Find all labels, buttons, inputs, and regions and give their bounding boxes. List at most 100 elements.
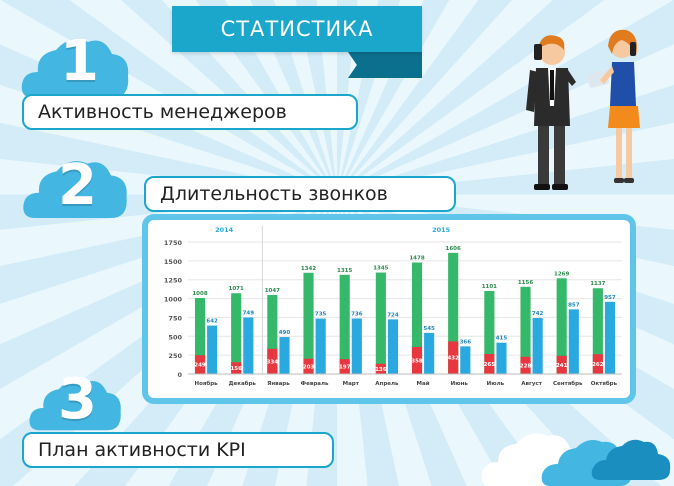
chart-frame: 0 250 500 750 1000 1250 1500 1750 2014 2015 1008 64… bbox=[142, 214, 636, 404]
x-tick-label: Январь bbox=[267, 381, 290, 387]
data-label-red: 228 bbox=[520, 363, 532, 369]
section-number: 1 bbox=[60, 29, 99, 94]
x-tick-label: Сентябрь bbox=[553, 380, 583, 387]
data-label-green: 1156 bbox=[518, 280, 533, 286]
y-tick-label: 1250 bbox=[164, 277, 183, 285]
data-label-blue: 490 bbox=[279, 330, 291, 336]
data-label-blue: 742 bbox=[532, 311, 544, 317]
x-tick-label: Июль bbox=[487, 381, 505, 387]
managers-illustration bbox=[526, 29, 640, 190]
bar-green bbox=[375, 272, 386, 374]
bar-red bbox=[448, 341, 459, 374]
data-label-green: 1606 bbox=[446, 246, 461, 252]
year-label: 2015 bbox=[432, 226, 451, 234]
bar-blue bbox=[460, 346, 471, 374]
data-label-blue: 857 bbox=[568, 302, 580, 308]
data-label-red: 197 bbox=[339, 365, 351, 371]
bar-red bbox=[592, 354, 603, 374]
y-tick-label: 250 bbox=[168, 352, 182, 360]
bar-blue bbox=[387, 319, 399, 374]
bar-green bbox=[520, 286, 531, 374]
data-label-green: 1137 bbox=[590, 281, 605, 287]
data-label-red: 334 bbox=[267, 359, 279, 365]
data-label-blue: 749 bbox=[243, 311, 255, 317]
bar-red bbox=[411, 346, 423, 374]
bar-green bbox=[194, 297, 206, 374]
data-label-red: 156 bbox=[230, 366, 242, 372]
data-label-green: 1478 bbox=[409, 256, 424, 262]
cloud-icon bbox=[23, 161, 127, 219]
bar-green bbox=[448, 252, 459, 374]
man-figure bbox=[526, 35, 576, 190]
section-label: План активности KPI bbox=[22, 432, 334, 468]
bar-green bbox=[411, 262, 423, 374]
bar-blue bbox=[496, 342, 507, 374]
bar-red bbox=[339, 359, 350, 374]
bar-green bbox=[556, 278, 567, 374]
data-label-blue: 642 bbox=[206, 319, 218, 325]
section-number: 3 bbox=[58, 367, 97, 432]
x-tick-label: Февраль bbox=[301, 381, 329, 387]
page-title: СТАТИСТИКА bbox=[172, 6, 422, 52]
cloud-icon bbox=[21, 39, 129, 98]
bar-blue bbox=[315, 318, 326, 374]
data-label-green: 1008 bbox=[192, 291, 207, 297]
data-label-red: 262 bbox=[592, 362, 604, 368]
section-label: Длительность звонков bbox=[144, 176, 456, 212]
data-label-green: 1101 bbox=[482, 284, 497, 290]
bar-red bbox=[267, 348, 278, 374]
y-tick-label: 1000 bbox=[164, 296, 183, 304]
decorative-clouds bbox=[481, 433, 671, 486]
bar-red bbox=[231, 362, 242, 374]
bar-blue bbox=[604, 301, 616, 374]
bar-blue bbox=[351, 318, 362, 374]
bar-green bbox=[267, 295, 278, 374]
ribbon-fold bbox=[348, 52, 422, 78]
bar-blue bbox=[207, 325, 218, 374]
bar-green bbox=[592, 288, 603, 374]
data-label-green: 1345 bbox=[373, 266, 388, 272]
year-label: 2014 bbox=[215, 226, 234, 234]
bar-red bbox=[375, 363, 386, 374]
bar-green bbox=[339, 274, 350, 374]
bar-green bbox=[484, 290, 495, 374]
bar-blue bbox=[279, 337, 290, 374]
bar-blue bbox=[532, 318, 543, 374]
data-label-blue: 736 bbox=[351, 311, 363, 317]
data-label-red: 203 bbox=[303, 364, 315, 370]
bar-green bbox=[303, 272, 314, 374]
section-label: Активность менеджеров bbox=[22, 94, 358, 130]
cloud-icon bbox=[29, 380, 121, 431]
data-label-red: 249 bbox=[194, 363, 206, 369]
woman-figure bbox=[586, 29, 640, 183]
data-label-blue: 724 bbox=[387, 312, 399, 318]
y-tick-label: 1500 bbox=[164, 258, 183, 266]
x-tick-label: Март bbox=[343, 381, 360, 387]
data-label-red: 136 bbox=[375, 367, 387, 373]
data-label-red: 432 bbox=[447, 356, 459, 362]
x-tick-label: Ноябрь bbox=[194, 380, 218, 387]
x-tick-label: Октябрь bbox=[591, 380, 618, 387]
y-tick-label: 0 bbox=[177, 371, 182, 379]
data-label-green: 1047 bbox=[265, 288, 280, 294]
x-tick-label: Июнь bbox=[451, 381, 469, 387]
section-number: 2 bbox=[58, 153, 97, 218]
x-tick-label: Апрель bbox=[375, 381, 399, 387]
data-label-red: 241 bbox=[556, 363, 568, 369]
bar-green bbox=[231, 293, 242, 374]
x-tick-label: Май bbox=[417, 380, 430, 387]
data-label-blue: 545 bbox=[423, 326, 435, 332]
data-label-green: 1315 bbox=[337, 268, 352, 274]
data-label-blue: 735 bbox=[315, 312, 327, 318]
bar-red bbox=[484, 354, 495, 374]
bar-blue bbox=[424, 332, 435, 374]
y-tick-label: 500 bbox=[168, 333, 182, 341]
x-tick-label: Август bbox=[521, 381, 542, 387]
y-tick-label: 750 bbox=[168, 314, 182, 322]
bar-blue bbox=[243, 317, 254, 374]
bar-red bbox=[556, 355, 567, 374]
data-label-blue: 415 bbox=[496, 336, 508, 342]
x-tick-label: Декабрь bbox=[229, 380, 257, 387]
y-tick-label: 1750 bbox=[164, 239, 183, 247]
bar-red bbox=[520, 356, 531, 374]
